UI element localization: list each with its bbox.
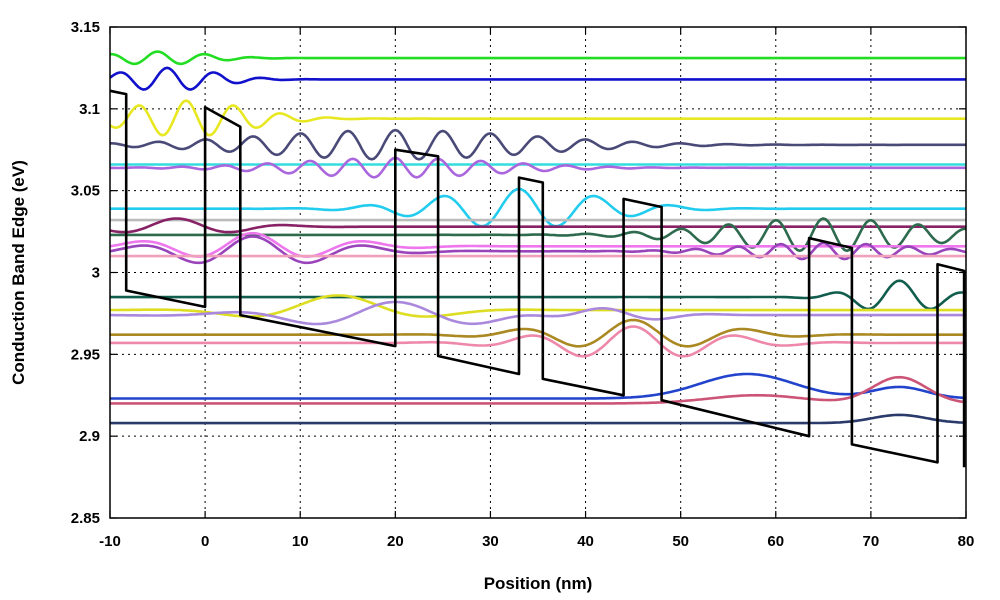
grid	[110, 27, 966, 518]
y-tick-label: 3	[92, 265, 100, 282]
state-curve	[109, 231, 966, 258]
state-curve	[109, 66, 966, 91]
x-tick-label: 50	[672, 533, 689, 550]
state-curve	[110, 217, 967, 253]
state-curve	[110, 318, 966, 348]
state-curve	[109, 99, 966, 137]
y-tick-label: 2.95	[71, 346, 100, 363]
ticks: -10 0 10 20 30 40 50 60 70 80 2.85 2.9 2.95 3 3.05 3.1 3…	[71, 19, 975, 550]
x-tick-label: 10	[292, 533, 309, 550]
y-axis-title: Conduction Band Edge (eV)	[9, 160, 28, 385]
y-tick-label: 2.9	[79, 428, 100, 445]
state-series-group	[109, 50, 967, 425]
x-tick-label: 60	[767, 533, 784, 550]
state-curve	[110, 187, 966, 228]
y-tick-label: 3.1	[79, 101, 100, 118]
state-curve	[109, 217, 966, 234]
state-curve	[110, 413, 967, 425]
x-tick-label: 30	[482, 533, 499, 550]
state-curve	[110, 375, 967, 405]
y-tick-label: 3.05	[71, 183, 100, 200]
state-curve	[110, 279, 967, 311]
state-curve	[110, 325, 966, 358]
state-curve	[110, 50, 966, 66]
x-tick-label: 70	[863, 533, 880, 550]
x-tick-label: 0	[201, 533, 209, 550]
x-tick-label: 40	[577, 533, 594, 550]
y-tick-label: 3.15	[71, 19, 100, 36]
x-tick-label: 20	[387, 533, 404, 550]
x-tick-label: 80	[958, 533, 975, 550]
state-curve	[110, 300, 966, 326]
state-curve	[109, 156, 966, 179]
band-edge-group	[109, 89, 966, 468]
y-tick-label: 2.85	[71, 510, 100, 527]
band-edge-line	[109, 89, 966, 468]
state-curve	[110, 128, 966, 161]
x-axis-title: Position (nm)	[484, 574, 593, 593]
x-tick-label: -10	[99, 533, 121, 550]
state-curve	[109, 235, 967, 265]
state-curve	[110, 372, 967, 400]
